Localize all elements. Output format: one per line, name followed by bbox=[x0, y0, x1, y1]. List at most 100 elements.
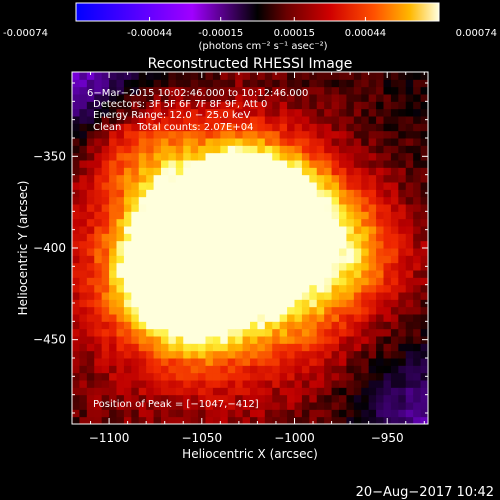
heatmap-cell bbox=[72, 248, 80, 256]
heatmap-cell bbox=[227, 380, 236, 388]
heatmap-cell bbox=[205, 174, 214, 183]
heatmap-cell bbox=[353, 277, 362, 286]
heatmap-cell bbox=[324, 233, 333, 242]
heatmap-cell bbox=[420, 306, 429, 315]
heatmap-cell bbox=[376, 255, 384, 264]
heatmap-cell bbox=[390, 86, 399, 95]
heatmap-cell bbox=[309, 79, 318, 88]
heatmap-cell bbox=[86, 402, 95, 410]
heatmap-cell bbox=[264, 152, 273, 161]
heatmap-cell bbox=[175, 292, 184, 300]
heatmap-cell bbox=[131, 108, 140, 117]
heatmap-cell bbox=[324, 402, 333, 410]
heatmap-cell bbox=[235, 211, 244, 220]
heatmap-cell bbox=[301, 72, 310, 80]
heatmap-cell bbox=[220, 248, 229, 256]
heatmap-cell bbox=[220, 94, 229, 102]
heatmap-cell bbox=[146, 306, 155, 315]
heatmap-cell bbox=[168, 336, 177, 344]
heatmap-cell bbox=[324, 328, 333, 337]
heatmap-cell bbox=[264, 167, 273, 176]
heatmap-cell bbox=[339, 262, 347, 271]
heatmap-cell bbox=[205, 130, 214, 139]
heatmap-cell bbox=[198, 138, 206, 146]
heatmap-cell bbox=[272, 328, 281, 337]
heatmap-cell bbox=[198, 328, 206, 337]
heatmap-cell bbox=[220, 402, 229, 410]
heatmap-cell bbox=[116, 94, 125, 102]
heatmap-cell bbox=[264, 292, 273, 300]
heatmap-cell bbox=[205, 277, 214, 286]
heatmap-cell bbox=[287, 394, 295, 403]
heatmap-cell bbox=[413, 182, 422, 190]
heatmap-cell bbox=[235, 189, 244, 198]
heatmap-cell bbox=[376, 343, 384, 352]
heatmap-cell bbox=[339, 233, 347, 242]
heatmap-cell bbox=[376, 248, 384, 256]
heatmap-cell bbox=[94, 365, 103, 374]
heatmap-cell bbox=[109, 182, 117, 190]
heatmap-cell bbox=[183, 174, 192, 183]
heatmap-cell bbox=[324, 277, 333, 286]
heatmap-cell bbox=[212, 358, 221, 366]
heatmap-cell bbox=[205, 240, 214, 249]
heatmap-cell bbox=[339, 86, 347, 95]
heatmap-cell bbox=[420, 343, 429, 352]
heatmap-cell bbox=[220, 299, 229, 308]
heatmap-cell bbox=[368, 402, 377, 410]
heatmap-cell bbox=[242, 94, 251, 102]
heatmap-cell bbox=[294, 387, 303, 396]
heatmap-cell bbox=[138, 204, 147, 212]
heatmap-cell bbox=[272, 365, 281, 374]
heatmap-cell bbox=[390, 299, 399, 308]
heatmap-cell bbox=[353, 72, 362, 80]
heatmap-cell bbox=[376, 182, 384, 190]
heatmap-cell bbox=[279, 416, 288, 425]
heatmap-cell bbox=[212, 189, 221, 198]
heatmap-cell bbox=[212, 167, 221, 176]
heatmap-cell bbox=[405, 292, 414, 300]
heatmap-cell bbox=[109, 358, 117, 366]
heatmap-cell bbox=[153, 72, 162, 80]
heatmap-cell bbox=[198, 182, 206, 190]
heatmap-cell bbox=[212, 72, 221, 80]
heatmap-cell bbox=[390, 350, 399, 359]
heatmap-cell bbox=[242, 402, 251, 410]
heatmap-cell bbox=[361, 196, 370, 205]
heatmap-cell bbox=[368, 160, 377, 168]
heatmap-cell bbox=[190, 152, 199, 161]
heatmap-cell bbox=[79, 248, 88, 256]
heatmap-cell bbox=[109, 218, 117, 227]
heatmap-cell bbox=[116, 314, 125, 322]
heatmap-cell bbox=[220, 218, 229, 227]
heatmap-cell bbox=[79, 336, 88, 344]
heatmap-cell bbox=[279, 277, 288, 286]
heatmap-cell bbox=[390, 262, 399, 271]
heatmap-cell bbox=[301, 204, 310, 212]
heatmap-cell bbox=[257, 79, 266, 88]
heatmap-cell bbox=[79, 409, 88, 418]
heatmap-cell bbox=[72, 218, 80, 227]
heatmap-cell bbox=[101, 79, 110, 88]
heatmap-cell bbox=[190, 182, 199, 190]
heatmap-cell bbox=[346, 350, 355, 359]
heatmap-cell bbox=[368, 380, 377, 388]
heatmap-cell bbox=[353, 79, 362, 88]
annotation-energy-range: Energy Range: 12.0 − 25.0 keV bbox=[93, 110, 250, 121]
heatmap-cell bbox=[198, 277, 206, 286]
heatmap-cell bbox=[79, 240, 88, 249]
heatmap-cell bbox=[205, 204, 214, 212]
heatmap-cell bbox=[309, 211, 318, 220]
heatmap-cell bbox=[72, 409, 80, 418]
heatmap-cell bbox=[294, 86, 303, 95]
heatmap-cell bbox=[331, 372, 340, 381]
heatmap-cell bbox=[146, 160, 155, 168]
heatmap-cell bbox=[116, 372, 125, 381]
heatmap-cell bbox=[287, 86, 295, 95]
heatmap-cell bbox=[153, 380, 162, 388]
heatmap-cell bbox=[250, 211, 258, 220]
heatmap-cell bbox=[264, 240, 273, 249]
heatmap-cell bbox=[72, 94, 80, 102]
heatmap-cell bbox=[94, 116, 103, 124]
heatmap-cell bbox=[242, 196, 251, 205]
